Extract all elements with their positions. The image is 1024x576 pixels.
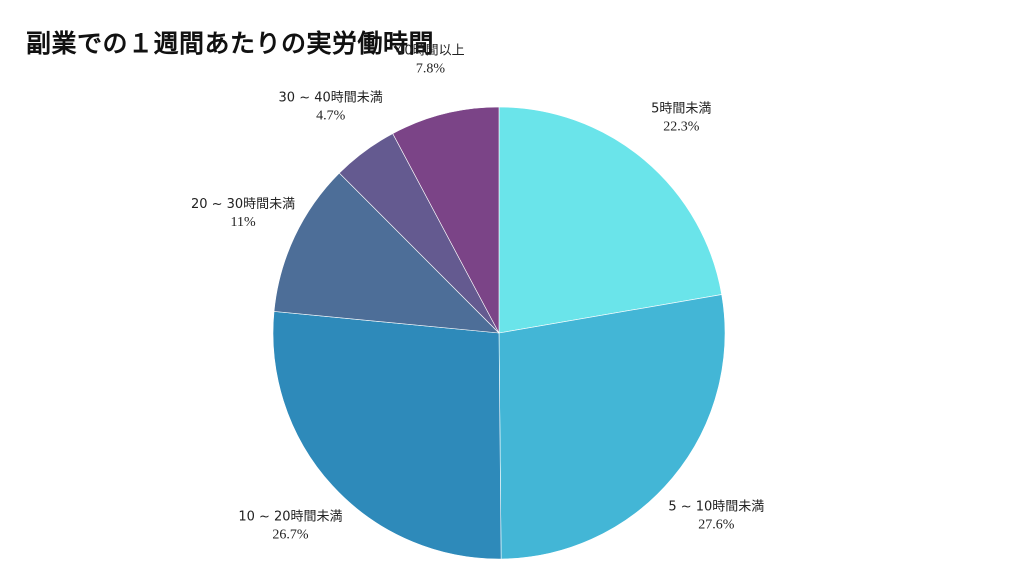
- pie-slice-2: [272, 311, 502, 560]
- slice-label-3: 20 ~ 30時間未満: [191, 197, 295, 212]
- pie-labels: 5時間未満 22.3% 5 ~ 10時間未満 27.6% 10 ~ 20時間未満 26.7…: [191, 43, 764, 542]
- slice-value-label-2: 26.7%: [272, 527, 309, 542]
- pie-slice-3: [273, 172, 500, 334]
- slice-value-label-4: 4.7%: [316, 109, 346, 124]
- chart-title: 副業での１週間あたりの実労働時間: [26, 29, 435, 58]
- slice-label-2: 10 ~ 20時間未満: [238, 509, 342, 524]
- slice-value-label-5: 7.8%: [416, 61, 446, 76]
- slice-value-label-0: 22.3%: [663, 120, 700, 135]
- slice-label-5: 40時間以上: [396, 43, 465, 58]
- slice-label-1: 5 ~ 10時間未満: [668, 499, 764, 514]
- pie-slice-5: [392, 106, 500, 334]
- pie-slice-0: [498, 106, 723, 334]
- pie-slices: [272, 106, 726, 560]
- slice-value-label-3: 11%: [230, 215, 255, 230]
- pie-slice-1: [498, 294, 726, 560]
- slice-value-label-1: 27.6%: [698, 517, 735, 532]
- slice-label-0: 5時間未満: [651, 102, 711, 117]
- slice-label-4: 30 ~ 40時間未満: [279, 91, 383, 106]
